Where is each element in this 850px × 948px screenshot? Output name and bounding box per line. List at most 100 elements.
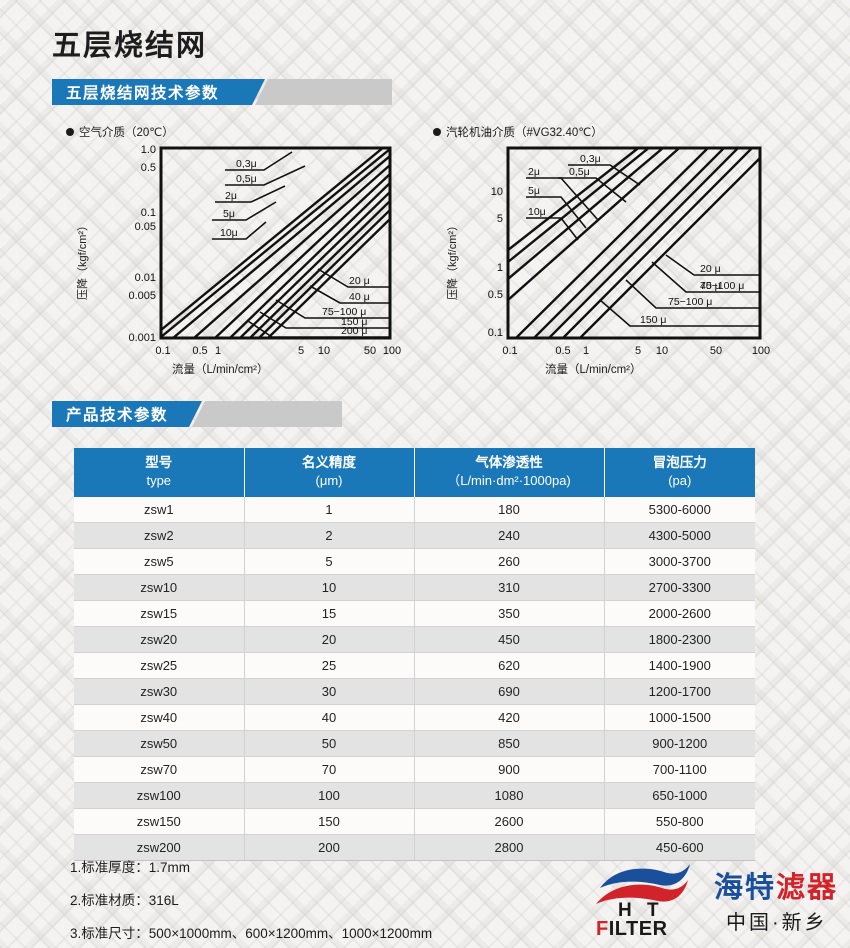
chart-oil-svg: 0,3μ 0,5μ 2μ 5μ 10μ 20 μ 75−100 μ 40 μ 7…: [488, 146, 770, 357]
chart-oil-pressure-drop: 0,3μ 0,5μ 2μ 5μ 10μ 20 μ 75−100 μ 40 μ 7…: [430, 140, 790, 380]
note-material: 2.标准材质：316L: [70, 893, 179, 908]
chart1-callout-8: 150 μ: [341, 316, 368, 328]
table-header-row: 型号 type 名义精度 (μm) 气体渗透性 （L/min·dm²·1000p…: [74, 448, 755, 497]
cell-accuracy: 15: [244, 600, 415, 627]
cell-accuracy: 30: [244, 678, 415, 705]
chart1-xtick-1: 0.5: [192, 345, 207, 357]
table-row: zsw10 10 310 2700-3300: [74, 574, 755, 601]
chart1-ytick-0: 1.0: [141, 144, 156, 156]
cell-bubble: 2000-2600: [604, 600, 755, 627]
col-header-bubble-cn: 冒泡压力: [652, 455, 707, 470]
table-row: zsw15 15 350 2000-2600: [74, 600, 755, 627]
bullet-icon: [433, 128, 441, 136]
cell-accuracy: 25: [244, 652, 415, 679]
table-row: zsw30 30 690 1200-1700: [74, 678, 755, 705]
logo-location: 中国·新乡: [726, 912, 828, 934]
bullet-icon: [66, 128, 74, 136]
cell-accuracy: 1: [244, 496, 415, 523]
cell-type: zsw5: [74, 548, 245, 575]
chart1-xtick-6: 100: [383, 345, 401, 357]
chart-caption-oil-text: 汽轮机油介质（#VG32.40℃）: [446, 127, 603, 139]
cell-accuracy: 50: [244, 730, 415, 757]
table-row: zsw40 40 420 1000-1500: [74, 704, 755, 731]
cell-bubble: 900-1200: [604, 730, 755, 757]
chart2-callout-6: 75−100 μ: [700, 280, 744, 292]
chart2-callout-40: 40 μ: [700, 280, 721, 292]
col-header-accuracy: 名义精度 (μm): [244, 448, 415, 497]
chart2-xtick-5: 50: [710, 345, 722, 357]
cell-permeability: 350: [414, 600, 605, 627]
cell-permeability: 900: [414, 756, 605, 783]
company-logo: H T FILTER 海特滤器 中国·新乡: [590, 862, 840, 942]
chart1-xtick-5: 50: [364, 345, 376, 357]
logo-filter-f: F: [596, 918, 609, 940]
chart1-callout-0: 0,3μ: [236, 158, 257, 170]
chart2-xtick-2: 1: [583, 345, 589, 357]
logo-company-name-red: 滤器: [776, 872, 839, 904]
banner-gray-tail: [255, 79, 392, 105]
chart2-xtick-3: 5: [635, 345, 641, 357]
cell-permeability: 450: [414, 626, 605, 653]
table-row: zsw70 70 900 700-1100: [74, 756, 755, 783]
logo-wave-icon: [596, 864, 690, 904]
chart2-y-axis-label: 压降（kgf/cm²）: [447, 219, 459, 300]
cell-type: zsw30: [74, 678, 245, 705]
chart2-callout-0: 0,3μ: [580, 153, 601, 165]
chart2-callout-3: 5μ: [528, 185, 540, 197]
cell-bubble: 550-800: [604, 808, 755, 835]
banner-label: 产品技术参数: [52, 401, 202, 427]
chart-caption-air: 空气介质（20℃）: [66, 124, 174, 140]
cell-permeability: 690: [414, 678, 605, 705]
cell-bubble: 4300-5000: [604, 522, 755, 549]
cell-permeability: 260: [414, 548, 605, 575]
cell-bubble: 5300-6000: [604, 496, 755, 523]
cell-permeability: 2600: [414, 808, 605, 835]
table-row: zsw200 200 2800 450-600: [74, 834, 755, 861]
table-row: zsw150 150 2600 550-800: [74, 808, 755, 835]
banner-label: 五层烧结网技术参数: [52, 79, 265, 105]
cell-accuracy: 70: [244, 756, 415, 783]
cell-bubble: 3000-3700: [604, 548, 755, 575]
col-header-type-sub: type: [146, 473, 172, 489]
chart1-ytick-4: 0.01: [135, 272, 156, 284]
chart1-xtick-3: 5: [298, 345, 304, 357]
chart2-xtick-1: 0.5: [555, 345, 570, 357]
chart2-xtick-6: 100: [752, 345, 770, 357]
col-header-accuracy-sub: (μm): [315, 473, 343, 489]
chart1-callout-7: 75−100 μ: [322, 306, 366, 318]
cell-permeability: 620: [414, 652, 605, 679]
cell-type: zsw10: [74, 574, 245, 601]
table-row: zsw50 50 850 900-1200: [74, 730, 755, 757]
chart2-ytick-4: 0.1: [488, 327, 503, 339]
chart1-xtick-4: 10: [318, 345, 330, 357]
cell-type: zsw20: [74, 626, 245, 653]
cell-accuracy: 5: [244, 548, 415, 575]
table-row: zsw1 1 180 5300-6000: [74, 496, 755, 523]
cell-accuracy: 150: [244, 808, 415, 835]
col-header-permeability-cn: 气体渗透性: [475, 455, 543, 470]
cell-bubble: 2700-3300: [604, 574, 755, 601]
col-header-permeability: 气体渗透性 （L/min·dm²·1000pa): [414, 448, 605, 497]
cell-accuracy: 2: [244, 522, 415, 549]
cell-type: zsw2: [74, 522, 245, 549]
cell-type: zsw25: [74, 652, 245, 679]
chart1-xtick-2: 1: [215, 345, 221, 357]
chart1-callout-1: 0,5μ: [236, 173, 257, 185]
chart2-callout-1: 0,5μ: [569, 166, 590, 178]
note-size: 3.标准尺寸：500×1000mm、600×1200mm、1000×1200mm: [70, 926, 433, 941]
chart1-ytick-2: 0.1: [141, 207, 156, 219]
table-row: zsw5 5 260 3000-3700: [74, 548, 755, 575]
chart1-ytick-1: 0.5: [141, 162, 156, 174]
chart1-callout-9: 200 μ: [341, 325, 368, 337]
chart2-callout-75: 75−100 μ: [668, 296, 712, 308]
chart2-callout-4: 10μ: [528, 206, 546, 218]
section-banner-tech-params: 五层烧结网技术参数: [52, 79, 392, 105]
col-header-bubble: 冒泡压力 (pa): [604, 448, 755, 497]
chart-caption-air-text: 空气介质（20℃）: [79, 127, 174, 139]
chart1-x-axis-label: 流量（L/min/cm²）: [172, 364, 269, 376]
chart1-callout-4: 10μ: [220, 227, 238, 239]
cell-permeability: 240: [414, 522, 605, 549]
note-thickness: 1.标准厚度：1.7mm: [70, 860, 191, 875]
cell-permeability: 1080: [414, 782, 605, 809]
cell-bubble: 650-1000: [604, 782, 755, 809]
